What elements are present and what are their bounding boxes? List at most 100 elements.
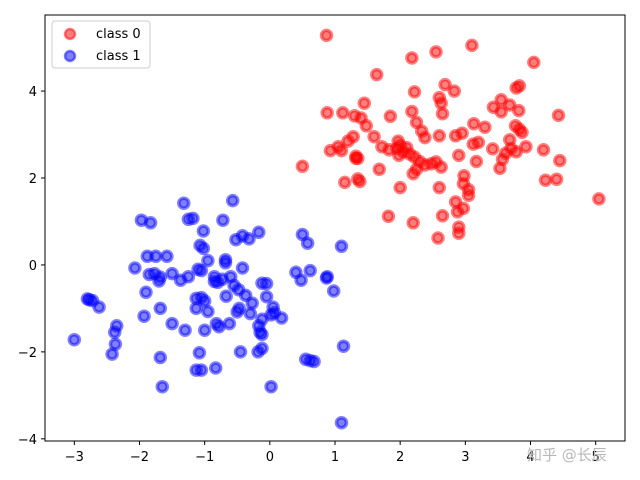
data-point-class-0 — [367, 129, 381, 144]
x-tick-label: 0 — [266, 450, 274, 465]
data-point-class-0 — [485, 142, 500, 156]
data-point-class-1 — [230, 305, 244, 319]
data-point-class-1 — [165, 316, 179, 331]
x-tick-label: −1 — [195, 450, 214, 465]
data-point-class-0 — [447, 84, 462, 98]
data-point-class-0 — [478, 120, 492, 134]
data-point-class-1 — [194, 263, 209, 278]
watermark-text: 知乎 @长辰 — [527, 446, 607, 464]
data-point-class-0 — [509, 145, 523, 159]
data-point-class-1 — [143, 216, 158, 230]
data-point-class-1 — [207, 274, 222, 289]
legend-label-class-0: class 0 — [96, 27, 141, 42]
data-point-class-1 — [189, 301, 203, 316]
data-point-class-0 — [435, 209, 450, 223]
data-point-class-1 — [219, 289, 233, 303]
data-point-class-0 — [429, 45, 443, 59]
data-point-class-0 — [405, 104, 419, 119]
legend-marker-class-0 — [63, 27, 77, 41]
data-point-class-0 — [502, 98, 517, 112]
data-point-class-0 — [334, 143, 349, 158]
data-point-class-0 — [338, 175, 352, 190]
data-point-class-1 — [251, 345, 265, 359]
data-point-class-0 — [467, 116, 481, 131]
legend-marker-class-1 — [63, 49, 77, 63]
y-axis: −4 −2 0 2 4 — [18, 85, 45, 448]
data-point-class-0 — [452, 226, 466, 240]
data-point-class-0 — [551, 108, 566, 123]
x-tick-label: 5 — [592, 450, 600, 465]
data-point-class-1 — [303, 263, 317, 278]
data-point-class-1 — [216, 213, 230, 227]
data-point-class-1 — [300, 236, 315, 250]
data-point-class-0 — [381, 209, 396, 224]
data-point-class-1 — [165, 266, 179, 281]
data-point-class-0 — [538, 173, 553, 187]
data-point-class-0 — [319, 28, 334, 43]
data-point-class-1 — [196, 241, 211, 256]
data-point-class-0 — [295, 159, 310, 174]
data-point-class-1 — [334, 239, 349, 254]
data-point-class-0 — [448, 129, 463, 143]
data-point-class-1 — [92, 300, 106, 314]
data-point-class-1 — [274, 311, 289, 325]
data-point-class-1 — [233, 345, 248, 359]
data-point-class-1 — [334, 415, 349, 430]
data-point-class-0 — [465, 38, 479, 53]
data-point-class-0 — [405, 51, 419, 65]
data-point-class-1 — [212, 319, 226, 334]
data-point-class-0 — [383, 109, 398, 124]
data-point-class-1 — [178, 323, 192, 337]
y-tick-label: −2 — [18, 346, 37, 361]
data-point-class-0 — [407, 85, 422, 99]
data-point-class-0 — [512, 103, 526, 118]
data-point-class-0 — [432, 129, 447, 143]
data-point-class-0 — [349, 149, 363, 164]
data-point-class-1 — [107, 325, 122, 340]
data-point-class-0 — [357, 96, 372, 110]
data-point-class-1 — [173, 273, 188, 287]
data-point-class-1 — [264, 379, 278, 394]
data-point-class-1 — [208, 361, 223, 375]
data-point-class-1 — [155, 379, 170, 394]
data-point-class-0 — [527, 55, 541, 70]
data-point-class-1 — [201, 253, 215, 268]
data-point-class-0 — [452, 148, 466, 163]
data-point-class-1 — [222, 316, 237, 331]
data-point-class-1 — [186, 211, 200, 226]
data-point-class-0 — [320, 106, 334, 120]
data-point-class-1 — [137, 309, 151, 323]
data-point-class-1 — [192, 346, 207, 360]
data-point-class-0 — [471, 135, 486, 150]
data-point-class-1 — [225, 193, 240, 208]
x-tick-label: 4 — [526, 450, 534, 465]
data-point-class-1 — [201, 304, 215, 319]
data-point-class-0 — [509, 81, 523, 95]
data-point-class-1 — [252, 225, 266, 240]
data-point-class-0 — [469, 154, 484, 169]
data-point-class-0 — [351, 172, 365, 186]
data-point-class-0 — [536, 143, 551, 157]
data-point-class-1 — [242, 232, 256, 246]
data-point-class-1 — [105, 347, 119, 361]
data-point-class-1 — [243, 306, 258, 321]
data-point-class-1 — [153, 301, 168, 316]
data-point-class-1 — [149, 249, 163, 264]
data-point-class-0 — [456, 201, 471, 216]
data-point-class-1 — [142, 267, 157, 282]
data-point-class-1 — [197, 323, 212, 337]
data-point-class-0 — [549, 172, 564, 187]
data-point-class-0 — [495, 152, 510, 167]
data-point-class-1 — [128, 261, 142, 275]
data-point-class-1 — [177, 196, 191, 210]
data-point-class-1 — [307, 354, 321, 369]
y-tick-label: 0 — [29, 259, 37, 274]
y-tick-label: −4 — [18, 433, 37, 448]
data-point-class-0 — [431, 231, 445, 245]
data-point-class-0 — [409, 162, 424, 177]
x-axis: −3 −2 −1 0 1 2 3 4 5 — [65, 441, 600, 465]
y-tick-label: 2 — [29, 172, 37, 187]
data-point-class-0 — [519, 139, 533, 154]
